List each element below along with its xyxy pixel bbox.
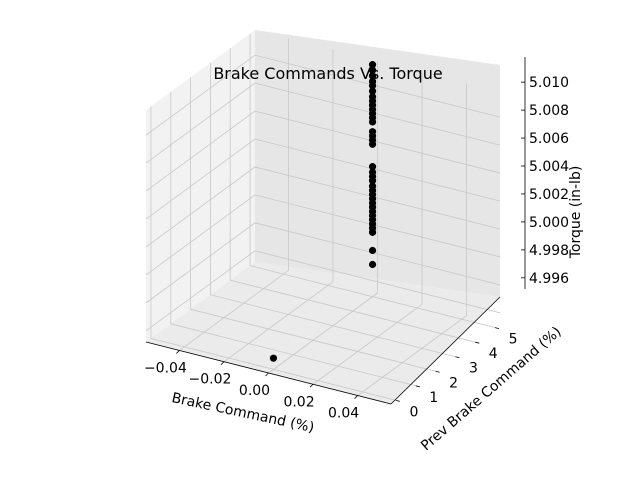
data-point	[368, 168, 377, 176]
chart-title: Brake Commands Vs. Torque	[213, 64, 442, 83]
data-point	[368, 66, 377, 74]
y-tick-label: 4	[489, 346, 498, 362]
z-tick-label: 5.002	[529, 187, 569, 203]
data-point	[368, 93, 377, 101]
z-tick-label: 4.996	[529, 271, 569, 287]
pane-left	[146, 30, 255, 342]
z-gridline	[145, 166, 501, 248]
data-point	[269, 354, 278, 362]
z-tick-label: 5.006	[529, 131, 569, 147]
x-tick-label: −0.02	[189, 372, 232, 388]
data-point	[368, 77, 377, 86]
data-point	[368, 61, 377, 69]
y-gridline	[210, 62, 456, 358]
x-tick-label: 0.04	[328, 406, 359, 422]
z-tick-label: 5.000	[529, 215, 569, 231]
z-tick-label: 5.008	[529, 103, 569, 119]
data-points	[269, 61, 377, 362]
y-gridline	[249, 33, 496, 329]
x-gridline	[268, 61, 378, 374]
y-tick-mark	[475, 341, 480, 344]
z-gridline	[145, 110, 501, 192]
y-tick-label: 0	[409, 404, 418, 420]
x-tick-mark	[220, 361, 225, 366]
y-tick-mark	[494, 327, 500, 330]
x-gridline	[357, 83, 467, 396]
data-point	[368, 163, 377, 171]
y-gridline	[150, 106, 397, 401]
z-tick-label: 5.004	[529, 159, 569, 175]
x-tick-mark	[176, 350, 180, 354]
y-gridline	[170, 91, 416, 387]
y-tick-label: 3	[469, 361, 478, 377]
axis-panes	[146, 30, 500, 404]
x-tick-label: 0.02	[283, 394, 314, 410]
z-gridline	[145, 250, 501, 332]
z-tick-label: 4.998	[529, 243, 569, 259]
x-tick-mark	[354, 395, 358, 399]
data-point	[368, 87, 377, 95]
z-gridline	[145, 82, 501, 164]
y-gridline	[190, 77, 436, 372]
x-gridline	[179, 38, 289, 351]
z-gridline	[145, 222, 501, 304]
z-gridline	[145, 138, 501, 220]
y-axis-line	[390, 296, 501, 405]
x-gridline	[223, 49, 334, 363]
x-tick-label: 0.00	[239, 383, 270, 399]
data-point	[368, 128, 377, 136]
x-tick-label: −0.04	[144, 360, 187, 376]
z-axis-label: Torque (in-lb)	[568, 166, 584, 260]
x-gridline	[312, 72, 423, 385]
data-point	[368, 260, 377, 269]
data-point	[368, 246, 377, 255]
z-gridline	[145, 194, 501, 276]
x-tick-mark	[309, 383, 314, 388]
y-tick-mark	[415, 385, 420, 388]
y-tick-label: 2	[449, 375, 458, 391]
y-tick-label: 5	[509, 332, 518, 348]
y-tick-mark	[455, 356, 460, 359]
y-gridline	[229, 48, 476, 343]
x-tick-mark	[265, 372, 269, 377]
data-point	[368, 72, 377, 80]
y-tick-label: 1	[429, 390, 438, 406]
z-gridline	[145, 54, 501, 136]
z-tick-label: 5.010	[529, 75, 569, 91]
y-tick-mark	[395, 399, 401, 402]
data-point	[368, 182, 377, 190]
y-tick-mark	[435, 370, 440, 373]
grid-lines	[145, 33, 501, 401]
